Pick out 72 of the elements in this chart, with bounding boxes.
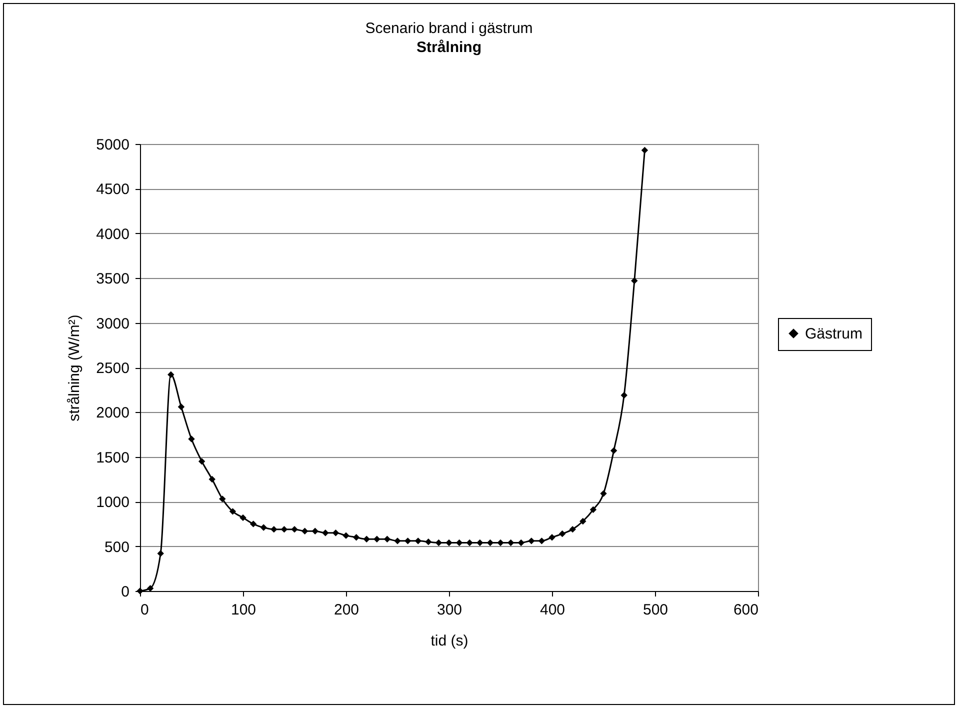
point: [178, 403, 185, 410]
point: [425, 538, 432, 546]
point: [414, 538, 422, 544]
point: [446, 539, 452, 546]
point: [476, 539, 484, 546]
point: [394, 538, 401, 544]
point: [219, 496, 226, 502]
point: [518, 539, 524, 546]
point: [342, 532, 350, 539]
point: [352, 534, 360, 541]
point: [157, 550, 164, 557]
point: [332, 530, 340, 536]
y-tick-label: 500: [104, 538, 130, 556]
point: [322, 530, 329, 536]
x-tick-label: 400: [540, 602, 566, 618]
point: [240, 514, 246, 522]
point: [291, 526, 298, 533]
point: [507, 539, 514, 546]
y-tick-label: 5000: [96, 136, 130, 154]
point: [270, 526, 278, 533]
y-tick-label: 4500: [96, 181, 130, 198]
y-tick-label: 3500: [96, 270, 130, 288]
point: [641, 146, 648, 154]
point: [250, 520, 257, 528]
x-axis-title: tid (s): [430, 632, 468, 650]
chart-subtitle: Strålning: [416, 39, 482, 56]
y-tick-label: 4000: [96, 226, 130, 243]
point: [188, 436, 195, 442]
point: [260, 524, 267, 531]
y-tick-label: 2500: [96, 360, 130, 377]
legend-label: Gästrum: [805, 326, 863, 342]
point: [528, 538, 535, 544]
point: [363, 536, 370, 542]
y-tick-label: 3000: [96, 315, 130, 332]
x-tick-label: 200: [334, 602, 360, 618]
point: [569, 526, 576, 533]
x-tick-label: 0: [140, 602, 149, 618]
point: [208, 476, 216, 483]
y-axis-title: strålning (W/m²): [66, 314, 84, 422]
point: [198, 458, 206, 465]
point: [497, 539, 504, 546]
point: [631, 277, 638, 284]
point: [620, 392, 628, 399]
point: [580, 518, 586, 525]
y-tick-label: 1500: [96, 449, 130, 466]
point: [590, 506, 597, 513]
x-tick-label: 300: [436, 602, 462, 618]
chart-title: Scenario brand i gästrum: [365, 20, 533, 37]
point: [435, 539, 442, 546]
point: [280, 526, 288, 533]
x-tick-label: 600: [733, 602, 758, 618]
point: [558, 530, 566, 538]
point: [404, 538, 412, 544]
point: [548, 534, 556, 541]
point: [146, 584, 154, 592]
point: [600, 490, 607, 497]
y-tick-label: 2000: [96, 404, 130, 422]
y-tick-label: 1000: [96, 494, 130, 512]
point: [229, 508, 236, 515]
point: [168, 371, 174, 378]
x-tick-label: 100: [230, 602, 256, 618]
point: [486, 539, 494, 546]
point: [301, 528, 308, 534]
point: [312, 528, 318, 534]
point: [374, 536, 380, 542]
point: [538, 538, 546, 544]
point: [466, 539, 473, 546]
x-tick-label: 500: [642, 602, 668, 618]
point: [384, 536, 391, 542]
point: [610, 447, 618, 454]
point: [456, 539, 463, 546]
y-tick-label: 0: [121, 584, 130, 600]
